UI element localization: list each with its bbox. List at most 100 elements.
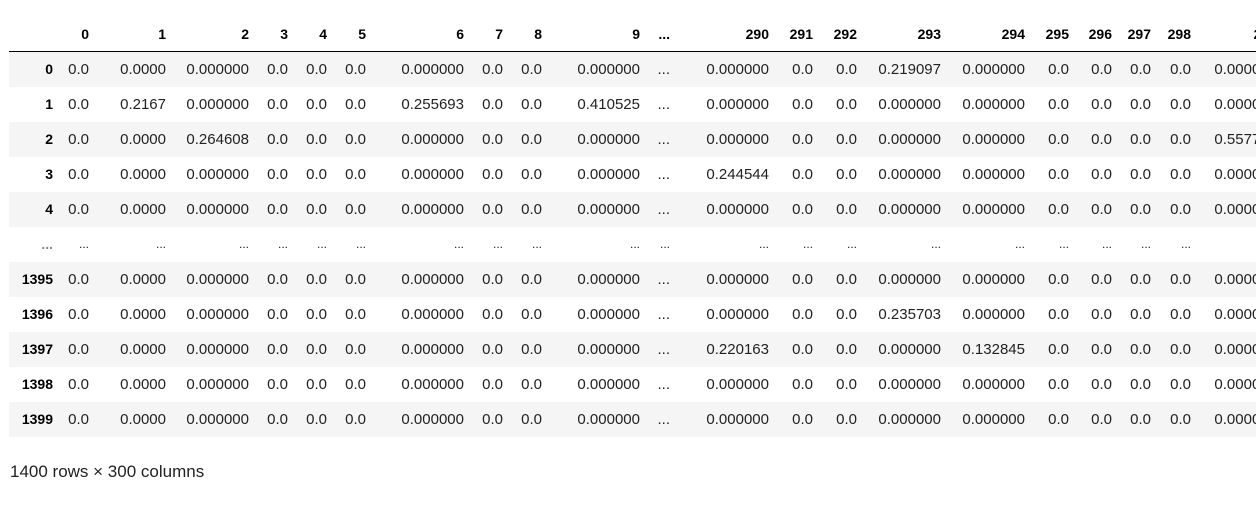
table-cell: ... xyxy=(453,237,464,251)
table-cell: 0.0 xyxy=(68,270,89,288)
table-cell: 0.0 xyxy=(836,130,857,148)
table-cell: 0.000000 xyxy=(401,410,464,428)
table-cell: 0.0 xyxy=(267,305,288,323)
table-cell: 0.0 xyxy=(1048,270,1069,288)
table-cell: 0.000000 xyxy=(401,165,464,183)
table-cell: 0.000000 xyxy=(401,305,464,323)
table-cell: 0.0 xyxy=(521,60,542,78)
table-cell: 0.0 xyxy=(1048,200,1069,218)
row-index: 0 xyxy=(45,61,53,78)
table-cell: 0.235703 xyxy=(878,305,941,323)
table-cell: 0.000000 xyxy=(577,340,640,358)
table-cell: 0.000000 xyxy=(962,200,1025,218)
table-cell: 0.0 xyxy=(1048,410,1069,428)
table-cell: 0.0 xyxy=(345,270,366,288)
table-cell: ... xyxy=(1195,227,1256,262)
table-cell: 0.0 xyxy=(482,200,503,218)
table-cell: 0.410525 xyxy=(577,95,640,113)
table-cell: 0.0 xyxy=(482,305,503,323)
table-cell: 0.0 xyxy=(1130,130,1151,148)
column-header: 5 xyxy=(331,17,370,52)
table-cell: 0.0 xyxy=(482,130,503,148)
table-cell: 0.000000 xyxy=(401,130,464,148)
table-cell: 0.0 xyxy=(521,305,542,323)
column-header: 292 xyxy=(817,17,861,52)
table-cell: 0.000000 xyxy=(577,270,640,288)
table-cell: 0.264608 xyxy=(186,130,249,148)
table-row: 4 0.0 0.0000 0.000000 0.0 0.0 0.0 0.000000 0.0 0.… xyxy=(9,191,1256,227)
table-header: 0 1 2 3 4 5 6 7 8 9... 290 291 292 293 294 295 296 297 298… xyxy=(9,17,1256,52)
table-cell: 0.0 xyxy=(345,200,366,218)
table-cell: 0.000000 xyxy=(577,410,640,428)
table-cell: ... xyxy=(657,95,670,113)
table-cell: 0.0000 xyxy=(120,165,166,183)
column-header: 294 xyxy=(945,17,1029,52)
column-ellipsis-header: ... xyxy=(644,17,674,52)
table-cell: 0.000000 xyxy=(1214,165,1256,183)
table-cell: 0.0 xyxy=(68,165,89,183)
table-cell: 0.2167 xyxy=(120,95,166,113)
table-cell: 0.0000 xyxy=(120,305,166,323)
table-cell: ... xyxy=(355,237,366,251)
table-cell: 0.0 xyxy=(482,375,503,393)
ellipsis-row: ........................................… xyxy=(9,227,1256,262)
dataframe-table: 0 1 2 3 4 5 6 7 8 9... 290 291 292 293 294 295 296 297 298… xyxy=(9,17,1256,437)
column-header: 4 xyxy=(292,17,331,52)
table-cell: 0.000000 xyxy=(962,305,1025,323)
table-cell: 0.000000 xyxy=(577,305,640,323)
table-cell: 0.0 xyxy=(792,410,813,428)
table-shape-summary: 1400 rows × 300 columns xyxy=(10,462,205,481)
table-cell: 0.000000 xyxy=(1214,95,1256,113)
table-cell: 0.0 xyxy=(68,410,89,428)
table-cell: 0.0 xyxy=(521,200,542,218)
table-cell: 0.0 xyxy=(267,95,288,113)
table-cell: 0.000000 xyxy=(706,130,769,148)
table-cell: 0.000000 xyxy=(186,410,249,428)
table-cell: 0.000000 xyxy=(878,130,941,148)
table-cell: ... xyxy=(1140,237,1151,251)
table-cell: 0.000000 xyxy=(962,410,1025,428)
table-cell: 0.0 xyxy=(345,340,366,358)
table-cell: 0.0 xyxy=(345,165,366,183)
table-cell: 0.0 xyxy=(306,410,327,428)
table-cell: 0.000000 xyxy=(577,60,640,78)
table-cell: 0.0 xyxy=(521,95,542,113)
table-cell: 0.0 xyxy=(1170,95,1191,113)
table-cell: ... xyxy=(802,237,813,251)
row-index: 2 xyxy=(45,131,53,147)
table-cell: 0.0000 xyxy=(120,200,166,218)
table-cell: 0.000000 xyxy=(706,200,769,218)
table-cell: 0.0 xyxy=(267,200,288,218)
table-row: 1397 0.0 0.0000 0.000000 0.0 0.0 0.0 0.000000 0.… xyxy=(9,331,1256,367)
table-cell: 0.0 xyxy=(1048,165,1069,183)
table-cell: 0.0 xyxy=(792,375,813,393)
table-cell: ... xyxy=(657,60,670,78)
table-cell: 0.0 xyxy=(521,410,542,428)
table-cell: ... xyxy=(659,237,670,251)
table-cell: 0.000000 xyxy=(706,410,769,428)
table-cell: 0.000000 xyxy=(186,95,249,113)
table-cell: 0.255693 xyxy=(401,95,464,113)
table-cell: ... xyxy=(657,305,670,323)
table-cell: 0.0 xyxy=(482,270,503,288)
table-cell: 0.0 xyxy=(1170,200,1191,218)
table-cell: 0.000000 xyxy=(706,95,769,113)
table-cell: ... xyxy=(758,237,769,251)
table-cell: 0.132845 xyxy=(962,340,1025,358)
table-cell: 0.0 xyxy=(306,130,327,148)
row-index: 1 xyxy=(45,96,53,112)
table-cell: ... xyxy=(1014,237,1025,251)
table-cell: 0.0 xyxy=(836,60,857,78)
table-cell: ... xyxy=(657,130,670,148)
table-cell: ... xyxy=(930,237,941,251)
column-header: 2 xyxy=(170,17,253,52)
header-row: 0 1 2 3 4 5 6 7 8 9... 290 291 292 293 294 295 296 297 298… xyxy=(9,17,1256,52)
table-cell: 0.0 xyxy=(792,130,813,148)
table-cell: 0.000000 xyxy=(577,130,640,148)
table-cell: 0.000000 xyxy=(878,200,941,218)
column-header: 6 xyxy=(370,17,468,52)
table-cell: 0.0 xyxy=(267,375,288,393)
table-cell: 0.0 xyxy=(306,270,327,288)
table-cell: ... xyxy=(657,270,670,288)
table-cell: 0.000000 xyxy=(186,200,249,218)
